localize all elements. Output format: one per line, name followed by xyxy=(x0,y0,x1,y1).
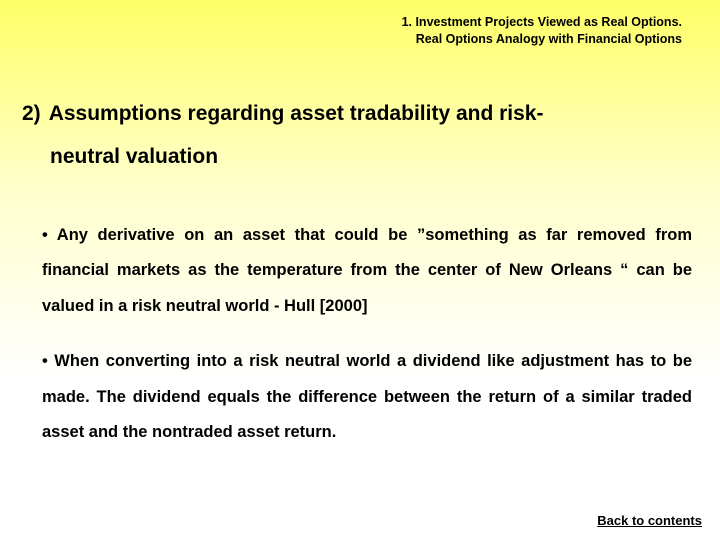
bullet-item: • When converting into a risk neutral wo… xyxy=(42,344,692,450)
header-line-2: Real Options Analogy with Financial Opti… xyxy=(416,32,682,46)
header-line-1: 1. Investment Projects Viewed as Real Op… xyxy=(402,15,682,29)
back-to-contents-link[interactable]: Back to contents xyxy=(597,513,702,528)
bullet-list: • Any derivative on an asset that could … xyxy=(42,218,692,471)
heading-line-2: neutral valuation xyxy=(50,145,218,168)
heading-number: 2) xyxy=(22,102,41,125)
section-heading: 2) Assumptions regarding asset tradabilit… xyxy=(22,92,694,178)
slide-header: 1. Investment Projects Viewed as Real Op… xyxy=(0,14,682,48)
bullet-item: • Any derivative on an asset that could … xyxy=(42,218,692,324)
heading-line-1: Assumptions regarding asset tradability … xyxy=(49,102,544,125)
